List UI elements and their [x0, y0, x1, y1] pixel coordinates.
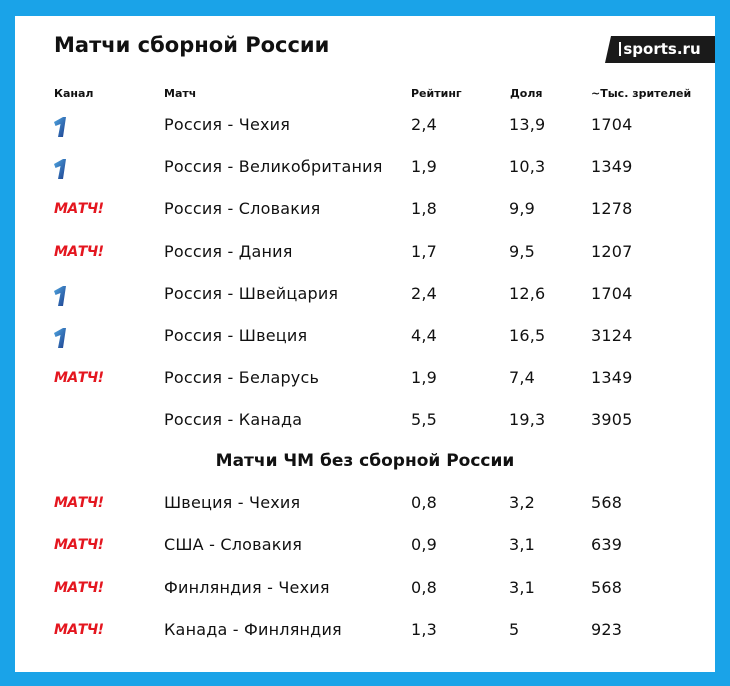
rating-value: 1,7 — [411, 241, 438, 261]
channel-one-logo-icon — [52, 326, 72, 350]
ratings-card: Матчи сборной России sports.ru Канал Мат… — [15, 16, 715, 672]
header-match: Матч — [164, 87, 197, 100]
channel-one-logo-icon — [52, 115, 72, 139]
match-name: Россия - Чехия — [164, 115, 291, 134]
viewers-value: 1349 — [591, 368, 633, 388]
match-tv-logo: МАТЧ! — [54, 370, 104, 387]
match-name: Россия - Великобритания — [164, 157, 383, 177]
share-value: 9,5 — [509, 241, 536, 261]
match-name: Россия - Канада — [164, 410, 303, 430]
viewers-value: 1704 — [591, 283, 633, 303]
table-row: МАТЧ! Россия - Беларусь 1,9 7,4 1349 — [15, 368, 715, 398]
table-row: МАТЧ! Россия - Дания 1,7 9,5 1207 — [15, 242, 715, 272]
match-tv-logo: МАТЧ! — [54, 579, 104, 596]
rating-value: 4,4 — [411, 326, 438, 345]
viewers-value: 1278 — [591, 199, 633, 219]
section-title-other: Матчи ЧМ без сборной России — [215, 451, 515, 471]
channel-one-logo-icon — [52, 284, 72, 308]
rating-value: 0,9 — [411, 535, 438, 555]
viewers-value: 3905 — [591, 410, 633, 430]
rating-value: 1,9 — [411, 157, 438, 177]
viewers-value: 3124 — [591, 326, 633, 345]
viewers-value: 1349 — [591, 157, 633, 177]
share-value: 3,1 — [509, 535, 536, 555]
viewers-value: 1207 — [591, 241, 633, 261]
viewers-value: 1704 — [591, 115, 633, 134]
page-title: Матчи сборной России — [54, 33, 330, 57]
sports-ru-logo: sports.ru — [605, 36, 715, 63]
table-row: МАТЧ! США - Словакия 0,9 3,1 639 — [15, 535, 715, 565]
match-name: Швеция - Чехия — [164, 493, 301, 512]
table-row: Россия - Чехия 2,4 13,9 1704 — [15, 115, 715, 145]
match-name: Россия - Швеция — [164, 326, 308, 345]
viewers-value: 568 — [591, 493, 623, 512]
match-tv-logo: МАТЧ! — [54, 537, 104, 554]
share-value: 19,3 — [509, 410, 546, 430]
share-value: 10,3 — [509, 157, 546, 177]
viewers-value: 639 — [591, 535, 623, 555]
match-tv-logo: МАТЧ! — [54, 495, 104, 511]
rating-value: 1,9 — [411, 368, 438, 388]
table-row: Россия - Швеция 4,4 16,5 3124 — [15, 326, 715, 356]
share-value: 5 — [509, 619, 520, 639]
table-row: МАТЧ! Канада - Финляндия 1,3 5 923 — [15, 620, 715, 650]
rating-value: 0,8 — [411, 577, 438, 597]
match-name: Финляндия - Чехия — [164, 577, 330, 597]
table-row: МАТЧ! Россия - Словакия 1,8 9,9 1278 — [15, 199, 715, 229]
share-value: 13,9 — [509, 115, 546, 134]
rating-value: 2,4 — [411, 115, 438, 134]
match-name: Россия - Дания — [164, 241, 293, 261]
table-row: МАТЧ! Финляндия - Чехия 0,8 3,1 568 — [15, 578, 715, 608]
header-rating: Рейтинг — [411, 87, 462, 100]
viewers-value: 568 — [591, 577, 623, 597]
share-value: 3,2 — [509, 493, 536, 512]
match-tv-logo: МАТЧ! — [54, 621, 104, 638]
table-row: МАТЧ! Швеция - Чехия 0,8 3,2 568 — [15, 493, 715, 523]
share-value: 3,1 — [509, 577, 536, 597]
share-value: 7,4 — [509, 368, 536, 388]
rating-value: 1,8 — [411, 199, 438, 219]
match-name: Россия - Швейцария — [164, 283, 339, 303]
match-tv-logo: МАТЧ! — [54, 201, 104, 218]
rating-value: 5,5 — [411, 410, 438, 430]
table-row: Россия - Канада 5,5 19,3 3905 — [15, 410, 715, 440]
match-tv-logo: МАТЧ! — [54, 243, 104, 260]
header-share: Доля — [510, 87, 543, 100]
rating-value: 2,4 — [411, 283, 438, 303]
table-row: Россия - Великобритания 1,9 10,3 1349 — [15, 157, 715, 187]
match-name: США - Словакия — [164, 535, 303, 555]
share-value: 9,9 — [509, 199, 536, 219]
header-channel: Канал — [54, 87, 94, 100]
channel-one-logo-icon — [52, 157, 72, 181]
share-value: 12,6 — [509, 283, 546, 303]
table-row: Россия - Швейцария 2,4 12,6 1704 — [15, 284, 715, 314]
header-viewers: ~Тыс. зрителей — [591, 87, 692, 100]
match-name: Россия - Беларусь — [164, 368, 320, 388]
brand-label: sports.ru — [623, 40, 701, 58]
rating-value: 0,8 — [411, 493, 438, 512]
rating-value: 1,3 — [411, 619, 438, 639]
viewers-value: 923 — [591, 619, 623, 639]
match-name: Россия - Словакия — [164, 199, 321, 219]
match-name: Канада - Финляндия — [164, 619, 342, 639]
share-value: 16,5 — [509, 326, 546, 345]
